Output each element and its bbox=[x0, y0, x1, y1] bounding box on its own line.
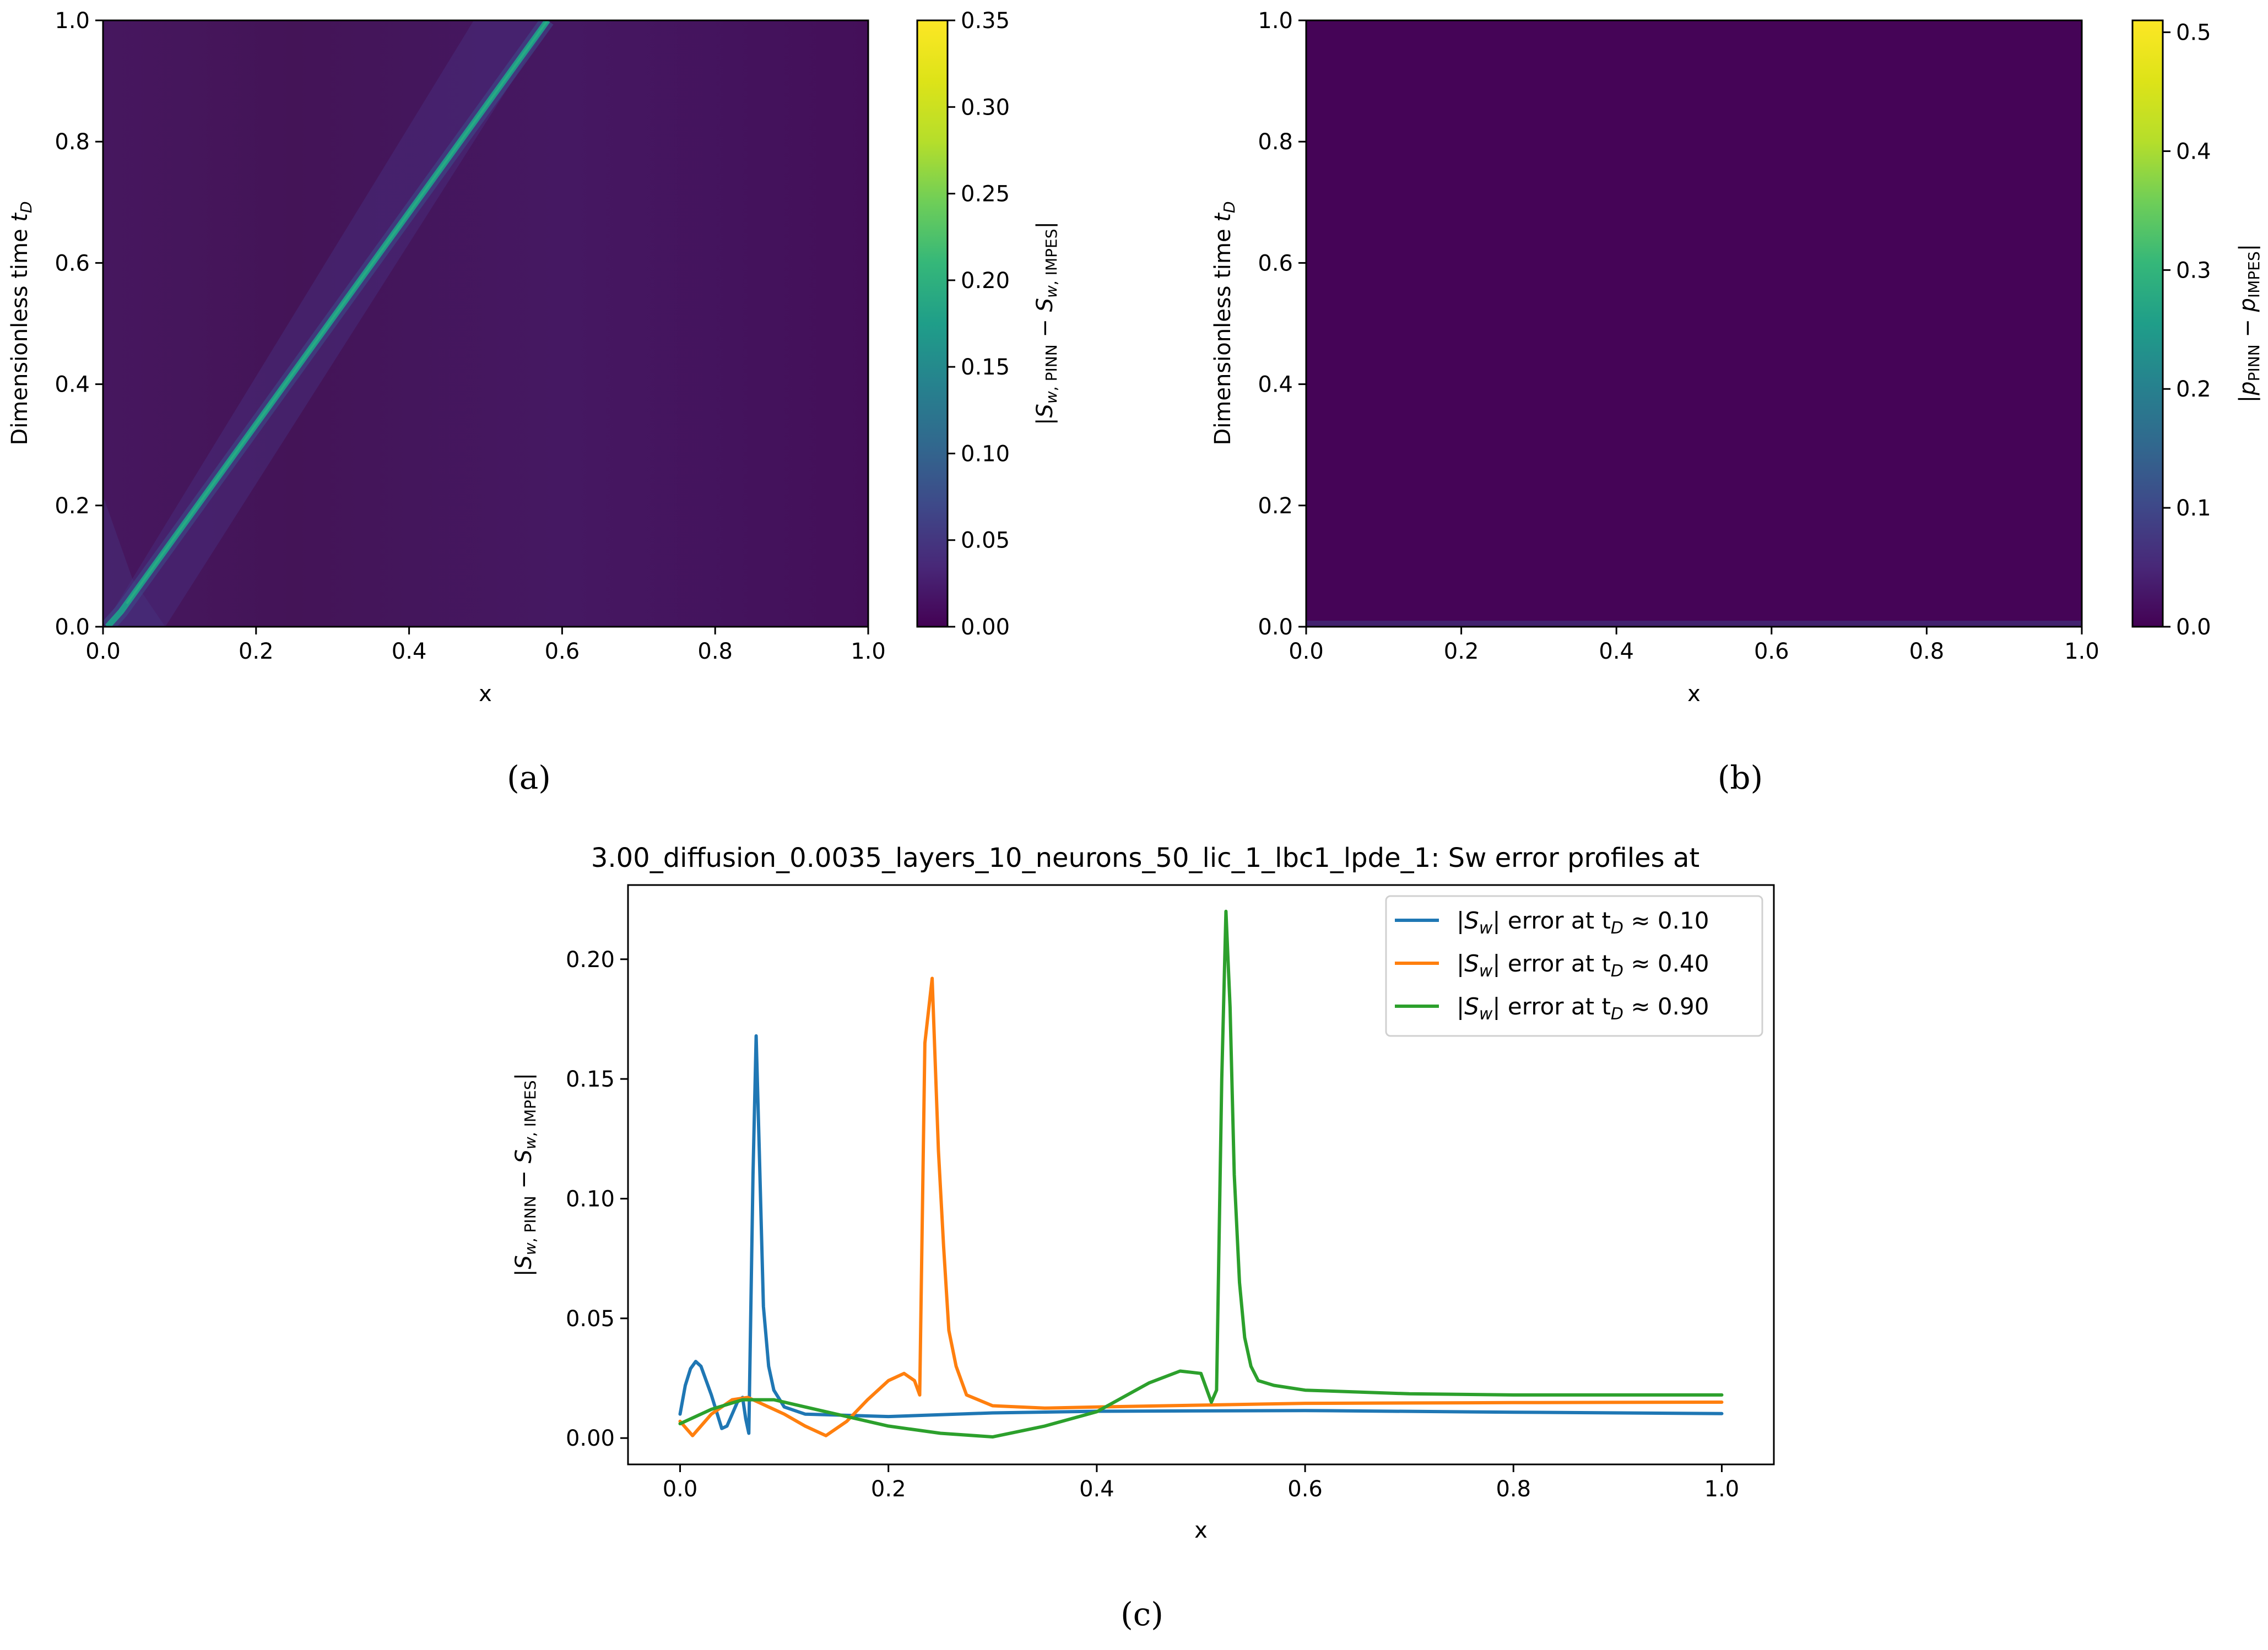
heatmap-b-ytick-label: 0.0 bbox=[1258, 615, 1293, 640]
colorbar-a-tick-label: 0.25 bbox=[961, 182, 1010, 207]
colorbar-a-tick-label: 0.15 bbox=[961, 355, 1010, 380]
heatmap-a-xtick-label: 1.0 bbox=[851, 639, 886, 664]
colorbar-a-tick-label: 0.00 bbox=[961, 615, 1010, 640]
heatmap-b-xlabel: x bbox=[1687, 681, 1701, 707]
colorbar-b-tick-label: 0.0 bbox=[2176, 615, 2211, 640]
panel-c-label: (c) bbox=[1121, 1595, 1163, 1633]
line-chart-ytick-label: 0.10 bbox=[566, 1186, 615, 1212]
heatmap-b-ytick-label: 0.8 bbox=[1258, 129, 1293, 155]
heatmap-b-ytick-label: 0.2 bbox=[1258, 493, 1293, 519]
heatmap-a-xtick-label: 0.2 bbox=[239, 639, 274, 664]
heatmap-a-ylabel: Dimensionless time tD bbox=[7, 201, 35, 445]
colorbar-b-tick-label: 0.4 bbox=[2176, 139, 2211, 164]
heatmap-b-xtick-label: 0.2 bbox=[1444, 639, 1479, 664]
heatmap-b-ytick-label: 0.4 bbox=[1258, 372, 1293, 398]
line-chart-xtick-label: 0.0 bbox=[663, 1477, 698, 1502]
legend: |Sw| error at tD ≈ 0.10 |Sw| error at tD … bbox=[1385, 895, 1763, 1037]
colorbar-a-tick-label: 0.20 bbox=[961, 268, 1010, 294]
front-band-peak bbox=[126, 20, 549, 605]
colorbar-b-tick-label: 0.5 bbox=[2176, 20, 2211, 46]
colorbar-a bbox=[916, 19, 949, 628]
series-line-3 bbox=[678, 909, 1724, 1439]
colorbar-b-tick-label: 0.2 bbox=[2176, 377, 2211, 402]
saturation-error-heatmap: 0.0 0.2 0.4 0.6 0.8 1.0 0.00.20.40.60.81.0 x … bbox=[7, 8, 1060, 707]
colorbar-a-tick-label: 0.10 bbox=[961, 441, 1010, 466]
heatmap-a-ytick-label: 0.8 bbox=[55, 129, 90, 155]
series-line-1 bbox=[678, 1034, 1724, 1435]
heatmap-a-ytick-label: 0.0 bbox=[55, 615, 90, 640]
heatmap-b-bottom-edge bbox=[1306, 621, 2082, 627]
sw-error-profiles-chart: 3.00_diffusion_0.0035_layers_10_neurons_… bbox=[511, 843, 1775, 1543]
heatmap-b-xtick-label: 0.8 bbox=[1909, 639, 1945, 664]
heatmap-a-ytick-label: 0.2 bbox=[55, 493, 90, 519]
line-chart-ytick-label: 0.20 bbox=[566, 947, 615, 973]
colorbar-b bbox=[2131, 19, 2164, 628]
line-chart-title: 3.00_diffusion_0.0035_layers_10_neurons_… bbox=[591, 843, 1699, 873]
legend-label-2: |Sw| error at tD ≈ 0.40 bbox=[1457, 950, 1709, 981]
colorbar-a-tick-label: 0.35 bbox=[961, 8, 1010, 34]
colorbar-b-tick-label: 0.3 bbox=[2176, 258, 2211, 283]
heatmap-a-ytick-label: 0.4 bbox=[55, 372, 90, 398]
colorbar-a-tick-label: 0.30 bbox=[961, 95, 1010, 120]
heatmap-a-xlabel: x bbox=[479, 681, 492, 707]
heatmap-b-ytick-label: 1.0 bbox=[1258, 8, 1293, 34]
line-chart-xtick-label: 1.0 bbox=[1704, 1477, 1740, 1502]
heatmap-a-ytick-label: 1.0 bbox=[55, 8, 90, 34]
line-chart-ytick-label: 0.00 bbox=[566, 1426, 615, 1451]
heatmap-a-fan bbox=[103, 496, 165, 627]
heatmap-b-xtick-label: 0.4 bbox=[1599, 639, 1634, 664]
heatmap-a-xtick-label: 0.4 bbox=[392, 639, 427, 664]
line-chart-ytick-label: 0.15 bbox=[566, 1067, 615, 1092]
heatmap-b-xtick-label: 1.0 bbox=[2064, 639, 2099, 664]
colorbar-a-label: |Sw, PINN − Sw, IMPES| bbox=[1032, 221, 1060, 425]
colorbar-b-label: |pPINN − pIMPES| bbox=[2235, 244, 2263, 403]
heatmap-a-frame bbox=[102, 19, 869, 628]
heatmap-b-frame bbox=[1305, 19, 2083, 628]
heatmap-a-ytick-label: 0.6 bbox=[55, 251, 90, 276]
heatmap-b-xtick-label: 0.6 bbox=[1754, 639, 1789, 664]
heatmap-a-xtick-label: 0.0 bbox=[85, 639, 121, 664]
heatmap-a-xtick-label: 0.8 bbox=[697, 639, 733, 664]
heatmap-b-ylabel: Dimensionless time tD bbox=[1210, 201, 1238, 445]
colorbar-b-tick-label: 0.1 bbox=[2176, 496, 2211, 521]
line-chart-xtick-label: 0.4 bbox=[1079, 1477, 1114, 1502]
colorbar-a-tick-label: 0.05 bbox=[961, 528, 1010, 553]
line-chart-ytick-label: 0.05 bbox=[566, 1306, 615, 1332]
heatmap-a-xtick-label: 0.6 bbox=[545, 639, 580, 664]
line-chart-xtick-label: 0.8 bbox=[1496, 1477, 1531, 1502]
legend-label-1: |Sw| error at tD ≈ 0.10 bbox=[1457, 907, 1709, 938]
line-chart-ylabel: |Sw, PINN − Sw, IMPES| bbox=[511, 1073, 539, 1277]
pressure-error-heatmap: 0.0 0.2 0.4 0.6 0.8 1.0 0.00.20.40.60.81.0 x … bbox=[1210, 8, 2263, 707]
heatmap-b-background bbox=[1306, 20, 2082, 627]
heatmap-b-xtick-label: 0.0 bbox=[1289, 639, 1324, 664]
panel-a-label: (a) bbox=[507, 759, 551, 796]
panel-b-label: (b) bbox=[1718, 759, 1763, 796]
legend-box bbox=[1385, 895, 1763, 1037]
line-chart-xtick-label: 0.6 bbox=[1287, 1477, 1323, 1502]
line-chart-xlabel: x bbox=[1194, 1518, 1208, 1543]
heatmap-b-ytick-label: 0.6 bbox=[1258, 251, 1293, 276]
line-chart-xtick-label: 0.2 bbox=[871, 1477, 906, 1502]
legend-label-3: |Sw| error at tD ≈ 0.90 bbox=[1457, 993, 1709, 1024]
